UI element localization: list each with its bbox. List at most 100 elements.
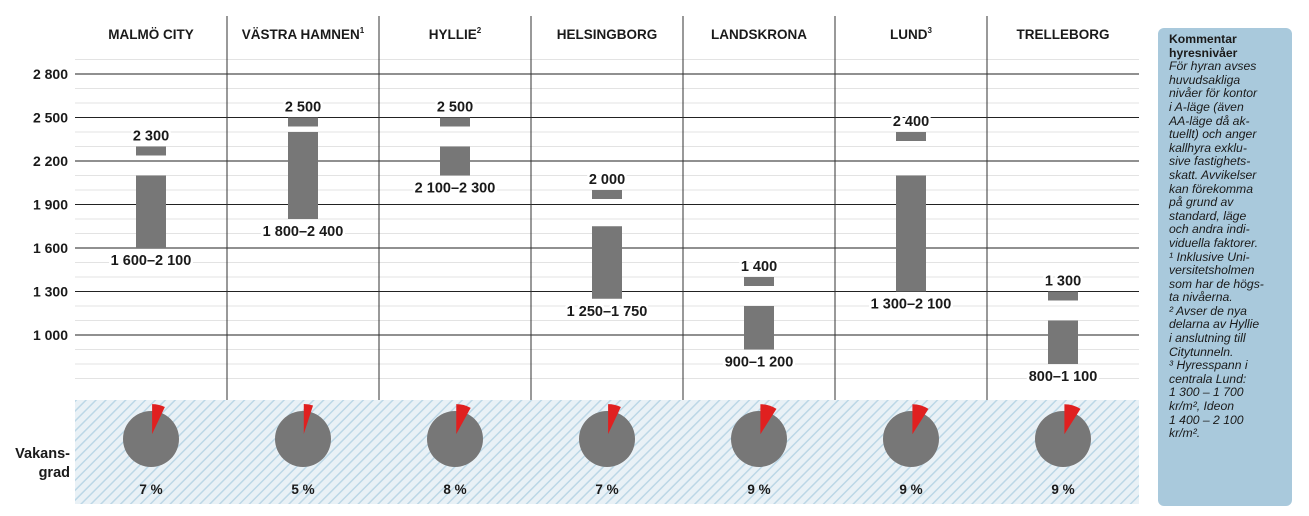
column-landskrona: LANDSKRONA 1 400 900–1 200 9 % <box>711 27 807 497</box>
range-label: 1 600–2 100 <box>111 253 192 269</box>
column-hyllie: HYLLIE2 2 500 2 100–2 300 8 % <box>412 26 498 497</box>
top-rent-marker <box>744 277 774 286</box>
vacancy-label: 9 % <box>1051 482 1074 497</box>
panel-line: standard, läge <box>1169 208 1247 223</box>
vacancy-pie <box>275 411 331 467</box>
vacancy-title-line: Vakans- <box>15 446 70 462</box>
top-rent-label: 2 500 <box>285 100 321 116</box>
y-tick-label: 1 600 <box>33 240 68 256</box>
column-malmö-city: MALMÖ CITY 2 300 1 600–2 100 7 % <box>108 27 194 497</box>
panel-line: på grund av <box>1169 195 1234 210</box>
column-dividers <box>226 16 988 400</box>
y-tick-label: 1 000 <box>33 327 68 343</box>
panel-line: viduella faktorer. <box>1169 235 1258 250</box>
panel-line: i A-läge (även <box>1169 99 1244 114</box>
comment-title-line2: hyresnivåer <box>1169 45 1238 60</box>
top-rent-marker <box>592 190 622 199</box>
panel-line: i anslutning till <box>1169 331 1246 346</box>
top-rent-label: 2 000 <box>589 172 625 188</box>
vacancy-slice <box>760 404 777 435</box>
panel-line: Citytunneln. <box>1169 344 1234 359</box>
grid-lines <box>75 59 1139 379</box>
panel-line: versitetsholmen <box>1169 263 1255 278</box>
column-västra-hamnen: VÄSTRA HAMNEN1 2 500 1 800–2 400 5 % <box>242 26 365 497</box>
panel-line: ta nivåerna. <box>1169 290 1233 305</box>
column-header: HELSINGBORG <box>557 27 658 42</box>
range-bar <box>136 175 166 248</box>
top-rent-marker <box>896 132 926 141</box>
top-rent-marker <box>1048 291 1078 301</box>
vacancy-slice <box>303 404 314 435</box>
comment-title-line1: Kommentar <box>1169 32 1237 46</box>
range-bar <box>440 146 470 176</box>
panel-line: AA-läge då ak- <box>1169 113 1250 128</box>
vacancy-pie <box>427 411 483 467</box>
panel-line: sive fastighets- <box>1169 154 1251 169</box>
panel-line: skatt. Avvikelser <box>1169 167 1257 182</box>
range-bar <box>744 306 774 350</box>
range-label: 900–1 200 <box>725 355 794 371</box>
panel-line: ² Avser de nya <box>1169 303 1247 318</box>
vacancy-slice <box>456 404 471 435</box>
column-header: TRELLEBORG <box>1017 27 1110 42</box>
column-header: VÄSTRA HAMNEN1 <box>242 26 365 42</box>
range-bar <box>592 226 622 299</box>
column-lund: LUND3 2 400 1 300–2 100 9 % <box>868 26 954 497</box>
vacancy-label: 7 % <box>595 482 618 497</box>
vacancy-label: 7 % <box>139 482 162 497</box>
footnote-2: ² Avser de nya delarna av Hyllie i anslutn… <box>1169 303 1283 359</box>
column-header: HYLLIE2 <box>429 26 482 42</box>
vacancy-pie <box>579 411 635 467</box>
column-header: LUND3 <box>890 26 933 42</box>
range-label: 1 300–2 100 <box>871 297 952 313</box>
comment-panel: Kommentar hyresnivåer För hyran avses huv… <box>1158 28 1292 506</box>
panel-line: kallhyra exklu- <box>1169 140 1247 155</box>
y-tick-label: 2 200 <box>33 153 68 169</box>
panel-line: kr/m², Ideon <box>1169 399 1235 414</box>
vacancy-title: Vakans-grad <box>15 446 70 481</box>
vacancy-pie <box>1035 411 1091 467</box>
panel-line: ³ Hyresspann i <box>1169 358 1248 373</box>
range-label: 1 800–2 400 <box>263 224 344 240</box>
range-bar <box>896 175 926 292</box>
vacancy-slice <box>912 404 929 435</box>
vacancy-title-line: grad <box>39 465 70 481</box>
y-tick-label: 1 900 <box>33 197 68 213</box>
top-rent-label: 1 400 <box>741 259 777 275</box>
panel-line: kan förekomma <box>1169 181 1253 196</box>
panel-line: nivåer för kontor <box>1169 86 1258 101</box>
panel-line: som har de högs- <box>1169 276 1264 291</box>
panel-line: För hyran avses <box>1169 59 1257 74</box>
panel-line: tuellt) och anger <box>1169 127 1257 142</box>
panel-line: ¹ Inklusive Uni- <box>1169 249 1250 264</box>
top-rent-label: 2 400 <box>893 114 929 130</box>
column-helsingborg: HELSINGBORG 2 000 1 250–1 750 7 % <box>557 27 658 497</box>
vacancy-slice <box>152 404 165 435</box>
panel-line: centrala Lund: <box>1169 371 1247 386</box>
range-label: 1 250–1 750 <box>567 304 648 320</box>
top-rent-marker <box>440 117 470 127</box>
vacancy-pie <box>123 411 179 467</box>
panel-line: och andra indi- <box>1169 222 1250 237</box>
y-tick-label: 2 500 <box>33 110 68 126</box>
column-header: LANDSKRONA <box>711 27 807 42</box>
footnote-1: ¹ Inklusive Uni-versitetsholmen som har d… <box>1169 249 1283 305</box>
vacancy-label: 5 % <box>291 482 314 497</box>
panel-line: huvudsakliga <box>1169 72 1241 87</box>
range-bar <box>1048 320 1078 364</box>
top-rent-marker <box>136 146 166 156</box>
comment-text: För hyran avses huvudsakliga nivåer för ko… <box>1169 60 1283 250</box>
panel-line: 1 300 – 1 700 <box>1169 385 1244 400</box>
columns: MALMÖ CITY 2 300 1 600–2 100 7 % VÄSTRA HAMN… <box>108 26 1109 497</box>
vacancy-slice <box>1064 404 1081 435</box>
range-label: 2 100–2 300 <box>415 181 496 197</box>
panel-line: 1 400 – 2 100 <box>1169 412 1244 427</box>
panel-line: kr/m². <box>1169 426 1201 441</box>
vacancy-label: 9 % <box>899 482 922 497</box>
top-rent-label: 1 300 <box>1045 274 1081 290</box>
top-rent-label: 2 500 <box>437 100 473 116</box>
vacancy-label: 9 % <box>747 482 770 497</box>
vacancy-label: 8 % <box>443 482 466 497</box>
y-axis-tick-labels: 2 800 2 500 2 200 1 900 1 600 1 300 1 000 <box>33 66 68 343</box>
